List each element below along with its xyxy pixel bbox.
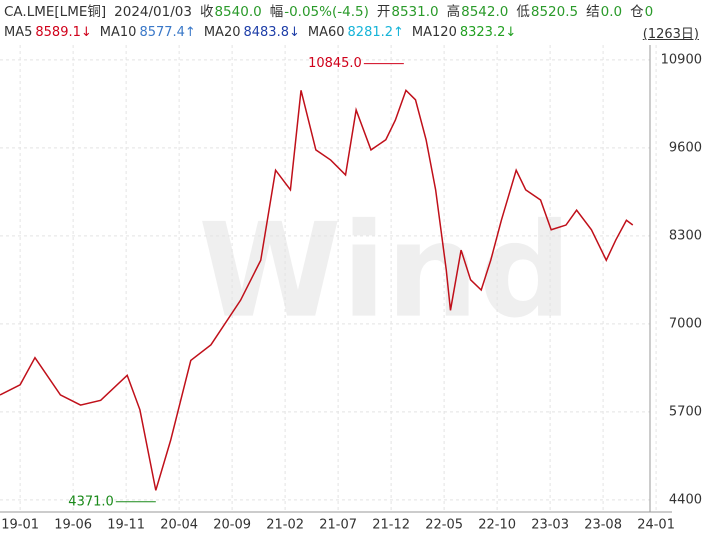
field-value: 8531.0 — [391, 4, 439, 20]
field-label: 结 — [586, 4, 600, 20]
price-line — [0, 88, 634, 491]
field-value: -0.05%(-4.5) — [284, 4, 369, 20]
x-tick-label: 19-06 — [54, 518, 92, 533]
y-tick-label: 7000 — [669, 316, 702, 331]
field-value: 0.0 — [600, 4, 623, 20]
field-label: 开 — [376, 4, 391, 20]
y-tick-label: 5700 — [669, 404, 702, 419]
y-tick-label: 9600 — [669, 140, 702, 155]
x-tick-label: 20-04 — [160, 518, 198, 533]
ma-name: MA20 — [203, 25, 241, 40]
x-tick-label: 24-01 — [637, 518, 675, 533]
ma-name: MA60 — [307, 25, 345, 40]
x-tick-label: 21-07 — [319, 518, 357, 533]
y-tick-label: 10900 — [661, 52, 702, 67]
ma-value: 8483.8↓ — [243, 25, 300, 40]
annotation-label: 10845.0 — [308, 56, 362, 71]
x-tick-label: 23-03 — [531, 518, 569, 533]
x-tick-label: 22-05 — [425, 518, 463, 533]
ma-name: MA120 — [411, 25, 457, 40]
field-value: 0 — [644, 4, 654, 20]
y-tick-label: 8300 — [669, 228, 702, 243]
field-value: 8520.5 — [530, 4, 579, 20]
field-label: 仓 — [630, 4, 644, 20]
ma-value: 8589.1↓ — [35, 25, 92, 40]
symbol: CA.LME[LME铜] — [4, 4, 107, 20]
x-tick-label: 19-11 — [107, 518, 145, 533]
x-tick-label: 23-08 — [584, 518, 622, 533]
field-value: 8540.0 — [214, 4, 262, 20]
x-tick-label: 22-10 — [478, 518, 516, 533]
ma-value: 8281.2↑ — [347, 25, 404, 40]
ma-name: MA5 — [4, 25, 33, 40]
ma-legend: MA5 8589.1↓ MA10 8577.4↑ MA20 8483.8↓ MA60 8281… — [4, 23, 524, 43]
date: 2024/01/03 — [114, 4, 192, 20]
period[interactable]: (1263日) — [642, 27, 699, 42]
x-tick-label: 19-01 — [1, 518, 39, 533]
field-label: 收 — [199, 4, 214, 20]
ma-name: MA10 — [99, 25, 137, 40]
watermark: Wind — [198, 195, 572, 347]
field-label: 幅 — [269, 4, 284, 20]
ma-value: 8577.4↑ — [139, 25, 196, 40]
x-tick-label: 21-02 — [266, 518, 304, 533]
field-label: 低 — [516, 4, 530, 20]
x-tick-label: 20-09 — [213, 518, 251, 533]
header: CA.LME[LME铜] 2024/01/03 收8540.0 幅-0.05%(-4.… — [4, 2, 661, 23]
annotation-label: 4371.0 — [68, 494, 114, 509]
field-value: 8542.0 — [461, 4, 509, 20]
field-label: 高 — [446, 4, 461, 20]
ma-value: 8323.2↓ — [459, 25, 517, 40]
x-tick-label: 21-12 — [372, 518, 410, 533]
y-tick-label: 4400 — [669, 492, 702, 507]
